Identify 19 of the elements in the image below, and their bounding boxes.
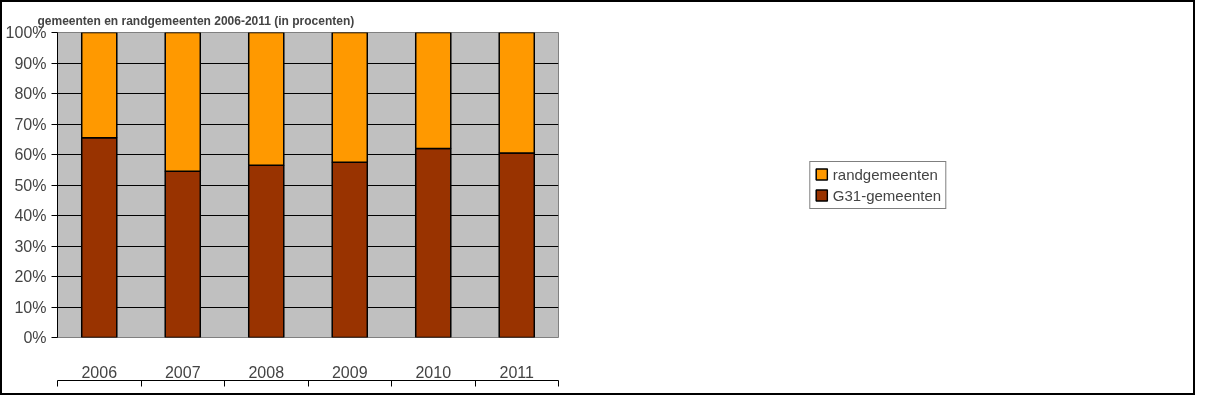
y-tick-label: 90% xyxy=(14,54,47,72)
y-tick-label: 60% xyxy=(14,146,47,163)
y-tick-label: 10% xyxy=(14,298,47,316)
y-tick-label: 20% xyxy=(14,268,47,285)
x-tick-label: 2009 xyxy=(331,363,368,381)
x-tick-label: 2007 xyxy=(164,363,201,381)
x-tick-label: 2008 xyxy=(248,363,285,381)
x-tick-label: 2006 xyxy=(81,363,118,381)
y-tick-label: 0% xyxy=(23,329,47,346)
x-tick-label: 2011 xyxy=(499,363,535,381)
chart-title: gemeenten en randgemeenten 2006-2011 (in procenten) xyxy=(37,13,355,28)
y-tick-label: 30% xyxy=(14,237,47,255)
y-tick-label: 80% xyxy=(14,85,47,102)
y-tick-label: 40% xyxy=(14,207,47,224)
y-tick-label: 70% xyxy=(14,115,47,133)
x-tick-label: 2010 xyxy=(415,363,452,381)
y-tick-label: 50% xyxy=(14,176,47,194)
legend-label: G31-gemeenten xyxy=(832,186,942,204)
legend-label: randgemeenten xyxy=(832,165,938,183)
